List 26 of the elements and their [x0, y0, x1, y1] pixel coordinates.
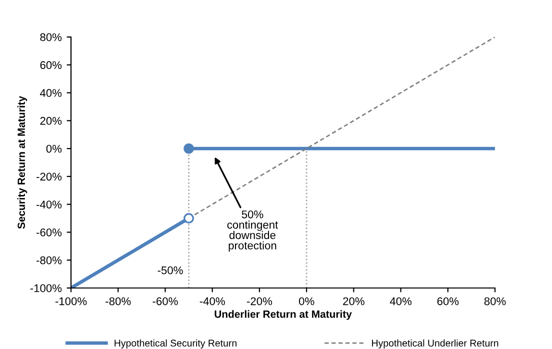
x-axis-title: Underlier Return at Maturity [214, 310, 352, 320]
y-tick-label: -100% [30, 284, 62, 292]
y-tick-label: 60% [40, 61, 62, 70]
x-tick-label: -60% [152, 297, 178, 306]
y-tick-label: 0% [46, 144, 62, 153]
y-tick-label: -80% [36, 256, 62, 264]
y-tick-label: 80% [40, 33, 62, 42]
y-axis-title: Security Return at Maturity [17, 96, 28, 229]
annotation: 50% contingent downside protection [227, 210, 278, 252]
y-tick-label: -40% [36, 200, 62, 208]
annotation: -50% [158, 266, 183, 274]
y-tick-label: -20% [36, 172, 62, 181]
x-tick-label: 0% [298, 297, 314, 306]
x-tick-label: -100% [55, 297, 87, 306]
x-tick-label: -80% [106, 297, 131, 306]
x-tick-label: 20% [343, 297, 364, 306]
legend-label: Hypothetical Security Return [114, 339, 236, 348]
x-tick-label: -20% [246, 297, 272, 306]
y-tick-label: -60% [36, 228, 62, 236]
legend-label: Hypothetical Underlier Return [372, 339, 498, 348]
x-tick-label: 80% [484, 297, 506, 306]
y-tick-label: 20% [40, 116, 62, 125]
x-tick-label: 60% [437, 297, 459, 306]
x-tick-label: -40% [200, 297, 225, 306]
y-tick-label: 40% [40, 89, 62, 97]
x-tick-label: 40% [390, 297, 412, 306]
